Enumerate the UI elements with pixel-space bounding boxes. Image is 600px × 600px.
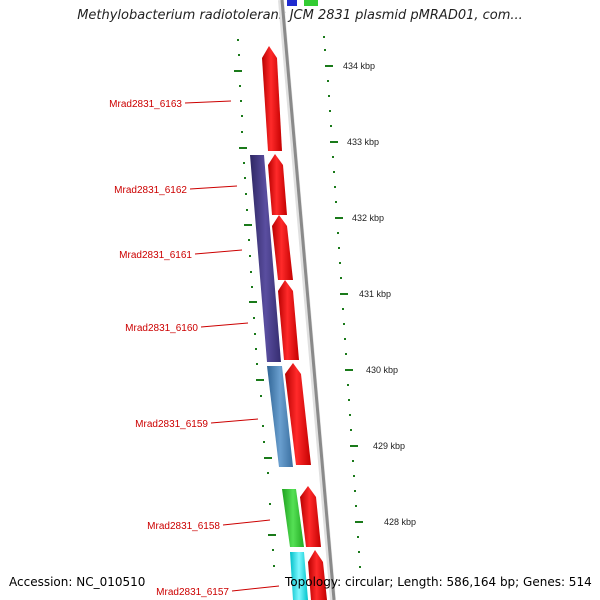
map-title: Methylobacterium radiotolerans JCM 2831 …	[77, 8, 523, 23]
scale-label: 428 kbp	[384, 517, 416, 527]
gene-arrow[interactable]	[262, 46, 282, 151]
left-tick-guide	[234, 39, 276, 567]
scale-label: 432 kbp	[352, 213, 384, 223]
gene-label[interactable]: Mrad2831_6159	[135, 419, 208, 430]
scale-label: 431 kbp	[359, 289, 391, 299]
scale-label: 430 kbp	[366, 365, 398, 375]
gene-label[interactable]: Mrad2831_6162	[114, 185, 187, 196]
gene-label[interactable]: Mrad2831_6160	[125, 323, 198, 334]
scale-label: 434 kbp	[343, 61, 375, 71]
gene-label[interactable]: Mrad2831_6158	[147, 521, 220, 532]
gene-label[interactable]: Mrad2831_6163	[109, 99, 182, 110]
gene-arrow[interactable]	[308, 550, 327, 600]
partial-gene-blue[interactable]	[287, 0, 297, 6]
accession-text: Accession: NC_010510	[9, 575, 146, 589]
topology-summary: Topology: circular; Length: 586,164 bp; …	[285, 575, 592, 589]
sequence-axis-core	[280, 0, 336, 600]
gene-arrow[interactable]	[268, 154, 287, 215]
gene-arrow[interactable]	[300, 486, 321, 547]
partial-gene-green[interactable]	[304, 0, 318, 6]
scale-label: 429 kbp	[373, 441, 405, 451]
cog-bar-green[interactable]	[282, 489, 304, 547]
cog-bar-cyan[interactable]	[290, 552, 308, 600]
gene-label[interactable]: Mrad2831_6157	[156, 587, 229, 598]
gene-arrow[interactable]	[278, 280, 299, 360]
cog-bar-purple[interactable]	[250, 155, 281, 362]
gene-arrow[interactable]	[285, 363, 311, 465]
scale-labels: 434 kbp 433 kbp 432 kbp 431 kbp 430 kbp …	[343, 61, 416, 527]
gene-label[interactable]: Mrad2831_6161	[119, 250, 192, 261]
gene-arrow[interactable]	[272, 215, 293, 280]
label-leaders	[184, 100, 280, 592]
cog-bar-blue[interactable]	[267, 366, 293, 467]
scale-label: 433 kbp	[347, 137, 379, 147]
gene-labels: Mrad2831_6163 Mrad2831_6162 Mrad2831_616…	[109, 99, 229, 598]
right-tick-guide	[323, 36, 363, 568]
